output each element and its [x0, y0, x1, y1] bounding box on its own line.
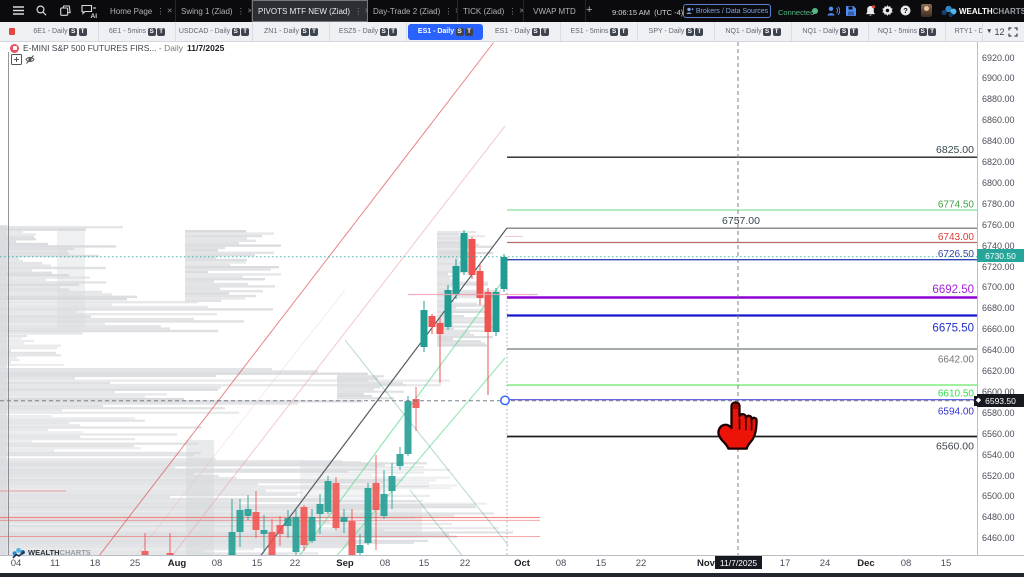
- svg-text:6610.50: 6610.50: [938, 388, 975, 399]
- svg-text:6774.50: 6774.50: [938, 200, 975, 211]
- svg-text:?: ?: [903, 6, 908, 15]
- svg-text:6675.50: 6675.50: [932, 323, 974, 335]
- svg-text:6757.00: 6757.00: [722, 215, 760, 227]
- svg-text:6825.00: 6825.00: [936, 144, 974, 156]
- svg-text:AI: AI: [91, 13, 98, 19]
- svg-text:6743.00: 6743.00: [938, 232, 975, 243]
- svg-text:6560.00: 6560.00: [936, 441, 974, 453]
- svg-text:6594.00: 6594.00: [938, 407, 975, 418]
- svg-text:6692.50: 6692.50: [932, 284, 974, 296]
- svg-text:6642.00: 6642.00: [938, 355, 975, 366]
- svg-text:6726.50: 6726.50: [938, 249, 975, 260]
